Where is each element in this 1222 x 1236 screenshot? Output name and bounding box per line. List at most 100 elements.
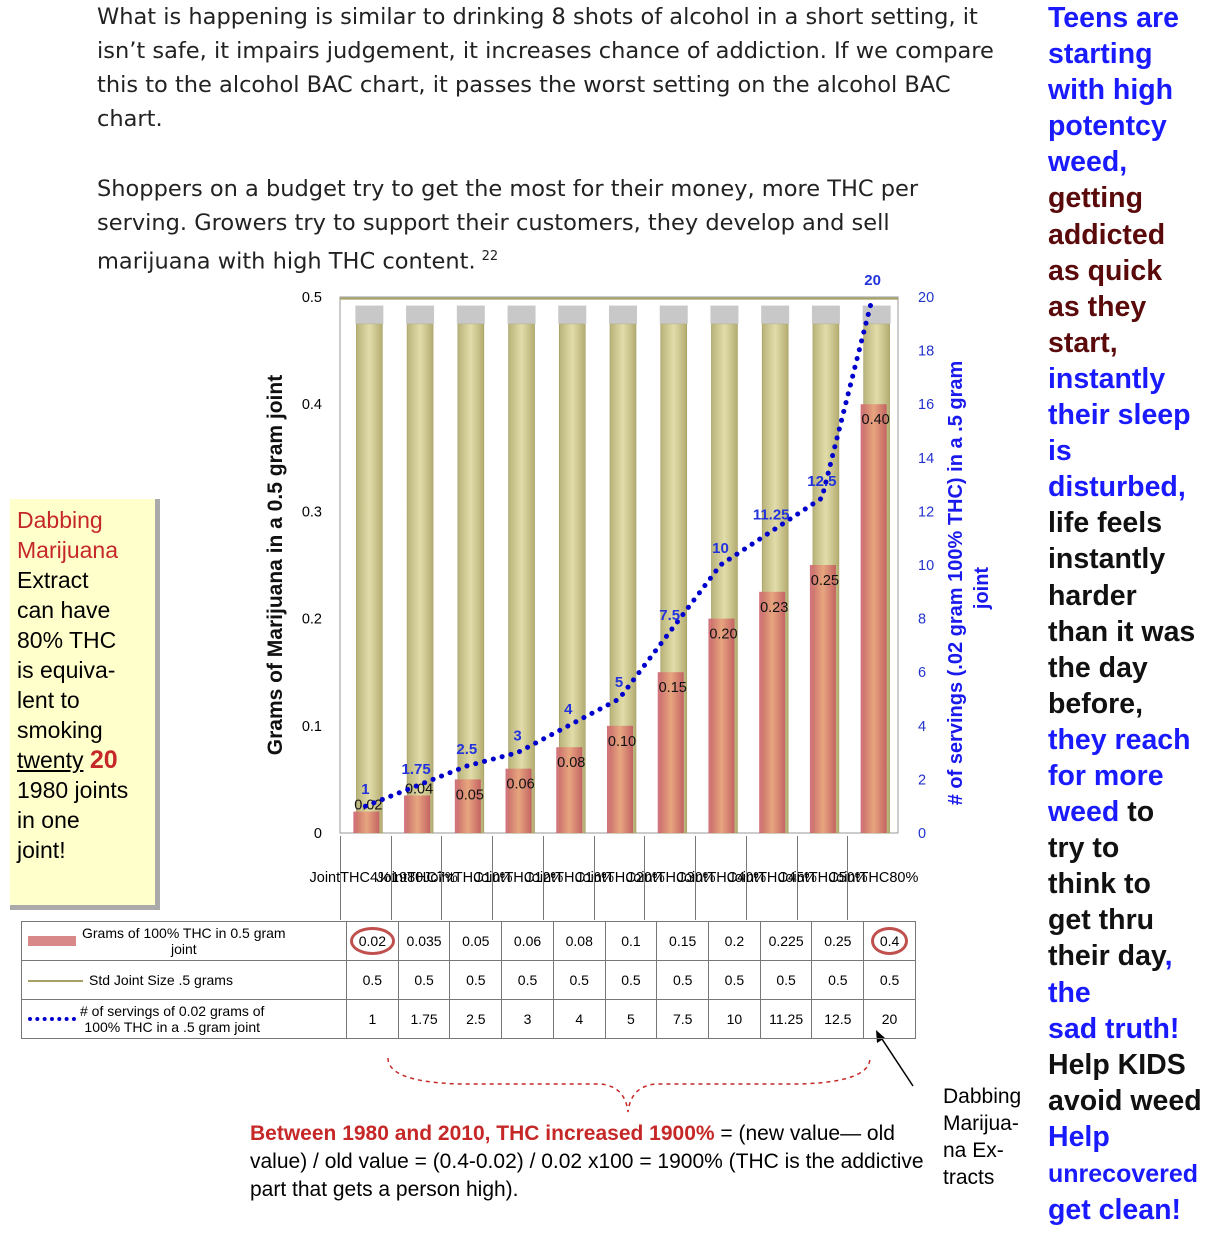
sidebar-line-text: life feels: [1048, 507, 1163, 540]
sidebar-line-text: than it was: [1048, 615, 1196, 648]
y-tick-label: 0: [314, 826, 322, 842]
category-label: Joint THC 30%: [626, 836, 715, 920]
y2-tick-label: 4: [918, 719, 926, 735]
sidebar-line-text: before,: [1048, 687, 1144, 720]
thc-bar: [353, 811, 380, 833]
callout-line: lent to: [17, 687, 80, 713]
bar-data-label: 0.06: [506, 777, 534, 793]
bar-data-label: 0.08: [557, 755, 585, 771]
table-cell: 2.5: [449, 999, 503, 1039]
bottom-note-text: = (new value— old value) / old value = (…: [250, 1122, 924, 1201]
category-label-line: Joint: [524, 870, 556, 886]
category-label-line: THC: [453, 870, 484, 886]
sidebar-line-text: instantly: [1048, 543, 1166, 576]
reference-number: 22: [481, 249, 499, 264]
sidebar-line: their day,: [1048, 938, 1220, 974]
legend-bars: Grams of 100% THC in 0.5 gram joint: [21, 921, 347, 961]
bar-data-label: 0.02: [354, 798, 382, 814]
sidebar-line: as quick: [1048, 253, 1220, 289]
sidebar-line-text: getting: [1048, 182, 1143, 215]
sidebar-line-text: try to: [1048, 832, 1120, 865]
sidebar-line: harder: [1048, 578, 1220, 614]
joint-cap: [659, 305, 688, 324]
bottom-note: Between 1980 and 2010, THC increased 190…: [250, 1120, 930, 1204]
y-tick-label: 0.5: [302, 290, 322, 306]
legend-bars-line2: joint: [170, 941, 197, 957]
brace: [387, 1057, 871, 1113]
thc-bar: [505, 768, 532, 833]
sidebar-line: unrecovered: [1048, 1155, 1220, 1192]
joint-cap: [710, 305, 739, 324]
sidebar-line-text: as quick: [1048, 254, 1163, 287]
sidebar-line-text: think to: [1048, 868, 1151, 901]
sidebar-line: get thru: [1048, 902, 1220, 938]
bar-data-label: 0.04: [405, 781, 433, 797]
sidebar-line: the day: [1048, 650, 1220, 686]
table-cell: 0.5: [863, 960, 916, 1000]
thc-bar: [809, 565, 836, 833]
legend-std: Std Joint Size .5 grams: [21, 960, 347, 1000]
intro-paragraph-2: Shoppers on a budget try to get the most…: [97, 172, 997, 279]
sidebar-line: starting: [1048, 36, 1220, 72]
category-label-line: THC: [758, 870, 788, 886]
table-cell: 3: [501, 999, 554, 1039]
dab-note-line: na Ex-: [943, 1139, 1004, 1162]
sidebar-line-text: get clean!: [1048, 1194, 1182, 1227]
y2-tick-label: 16: [918, 397, 934, 413]
table-cell: 0.25: [811, 921, 865, 961]
joint-bar: [508, 323, 535, 834]
callout-line: in one: [17, 807, 80, 833]
category-label-line: 10%: [483, 870, 513, 886]
bar-data-label: 0.23: [760, 600, 788, 616]
category-label-line: 16%: [584, 870, 615, 886]
table-row: Std Joint Size .5 grams 0.5 0.5 0.5 0.5 0.5 0…: [21, 960, 916, 1000]
thc-bar: [759, 591, 786, 833]
line-data-label: 7.5: [659, 607, 680, 624]
sidebar-line-text: sad truth!: [1048, 1012, 1180, 1045]
sidebar-line: get clean!: [1048, 1192, 1220, 1228]
sidebar-line-text: their day: [1048, 940, 1165, 973]
category-label-line: Joint: [376, 870, 408, 886]
sidebar-line-text: they reach: [1048, 723, 1191, 756]
y-tick-label: 0.3: [302, 504, 322, 520]
table-cell: 0.15: [656, 921, 710, 961]
legend-std-label: Std Joint Size .5 grams: [89, 972, 233, 988]
line-data-label: 5: [615, 674, 623, 691]
thc-bar: [454, 779, 481, 833]
category-label-line: Joint: [676, 870, 708, 886]
y2-tick-label: 2: [918, 772, 926, 788]
table-row: Grams of 100% THC in 0.5 gram joint 0.02 0…: [21, 921, 916, 961]
table-row: # of servings of 0.02 grams of 100% THC i…: [21, 999, 916, 1039]
table-cell: 20: [863, 999, 916, 1039]
sidebar-line-text: Teens are: [1048, 2, 1179, 34]
callout-line: 1980 joints: [17, 777, 129, 803]
sidebar-line: life feels: [1048, 505, 1220, 541]
table-cell: 0.02: [346, 921, 399, 961]
category-label: Joint THC 4% 1980: [310, 836, 423, 920]
category-label: Joint THC 40%: [677, 836, 766, 920]
category-label-line: Joint: [828, 870, 860, 886]
category-label: Joint THC 16%: [525, 836, 614, 920]
joint-cap: [507, 305, 536, 324]
joint-cap: [811, 305, 840, 324]
line-data-label: 10: [712, 540, 729, 557]
sidebar-line: is: [1048, 433, 1220, 469]
line-data-label: 1: [361, 781, 369, 798]
sidebar-line: their sleep: [1048, 397, 1220, 433]
sidebar-line: disturbed,: [1048, 469, 1220, 505]
sidebar-line-text: their sleep: [1048, 399, 1191, 432]
joint-cap: [609, 305, 637, 324]
joint-bar: [356, 323, 383, 834]
sidebar-line-text: disturbed,: [1048, 471, 1186, 504]
sidebar-line-text: unrecovered: [1048, 1160, 1199, 1188]
y2-tick-label: 8: [918, 612, 926, 628]
bar-data-label: 0.10: [608, 734, 636, 750]
dabbing-callout: Dabbing Marijuana Extract can have 80% T…: [10, 499, 160, 910]
sidebar-line: addicted: [1048, 217, 1220, 253]
table-cell: 0.05: [449, 921, 503, 961]
bar-data-label: 0.05: [456, 787, 484, 803]
y2-tick-label: 12: [918, 504, 934, 520]
table-cell: 0.5: [552, 960, 606, 1000]
data-table: Grams of 100% THC in 0.5 gram joint 0.02 0…: [21, 921, 916, 1039]
